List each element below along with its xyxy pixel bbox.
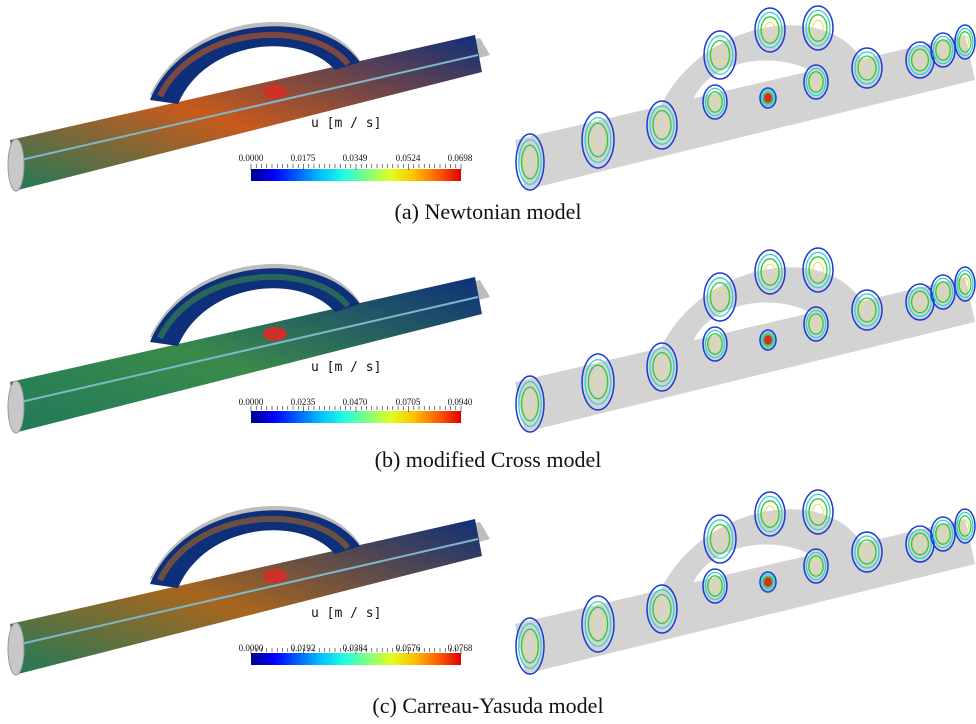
contour-ring [702, 84, 728, 120]
stenosis-contour-core [764, 335, 772, 345]
contour-ring [702, 568, 728, 604]
colorbar-tick: 0.0000 [238, 397, 264, 407]
vessel-body [515, 519, 975, 674]
contour-ring [851, 289, 883, 331]
caption: (a) Newtonian model [394, 199, 582, 224]
stenosis-hotspot [263, 85, 287, 99]
contour-ring [515, 617, 545, 675]
slice-line [11, 538, 479, 647]
contour-ring [803, 306, 829, 342]
stenosis-hotspot [263, 327, 287, 341]
vessel-body [515, 277, 975, 432]
bypass-jet [157, 515, 351, 582]
velocity-field [10, 277, 482, 432]
colorbar-label: u [m / s] [311, 360, 382, 375]
contour-ring [581, 353, 615, 411]
colorbar [251, 169, 461, 181]
colorbar-label: u [m / s] [311, 116, 382, 131]
velocity-field-3d [7, 5, 976, 192]
left-vessel-render [7, 505, 490, 676]
contour-ring [646, 342, 678, 392]
bypass-field [150, 268, 360, 346]
stenosis-contour-core [764, 577, 772, 587]
contour-ring [581, 595, 615, 653]
colorbar-label: u [m / s] [311, 606, 382, 621]
colorbar-tick: 0.0000 [238, 153, 264, 163]
colorbar-tick: 0.0175 [290, 153, 316, 163]
slice-line [11, 54, 479, 163]
velocity-field [10, 35, 482, 190]
vessel-body [515, 35, 975, 190]
panel-b: u [m / s] 0.0000 0.0235 0.0470 0.0705 0.… [0, 242, 976, 482]
stenosis-contour-core [764, 93, 772, 103]
left-vessel-render [7, 263, 490, 434]
right-vessel-render [515, 489, 976, 675]
contour-ring [646, 584, 678, 634]
colorbar-tick: 0.0705 [395, 397, 421, 407]
colorbar-tick: 0.0940 [447, 397, 473, 407]
inlet-cap [7, 380, 25, 434]
colorbar-tick: 0.0576 [395, 643, 421, 653]
slice-line [11, 296, 479, 405]
contour-ring [702, 326, 728, 362]
inlet-cap [7, 622, 25, 676]
colorbar [251, 653, 461, 665]
bypass-jet [157, 31, 351, 98]
contour-ring [930, 32, 956, 68]
caption: (b) modified Cross model [374, 447, 602, 472]
bypass-field [150, 510, 360, 588]
velocity-field [10, 519, 482, 674]
colorbar-tick: 0.0768 [447, 643, 473, 653]
colorbar-minor-ticks [250, 406, 462, 412]
contour-ring [851, 47, 883, 89]
right-vessel-render [515, 247, 976, 433]
contour-ring [803, 64, 829, 100]
bypass-jet [157, 273, 351, 340]
left-vessel-render [7, 21, 490, 192]
contour-ring [954, 24, 976, 60]
contour-ring [581, 111, 615, 169]
contour-ring [802, 489, 834, 535]
colorbar-tick: 0.0349 [342, 153, 368, 163]
colorbar-minor-ticks [250, 648, 462, 654]
contour-ring [515, 375, 545, 433]
colorbar-minor-ticks [250, 164, 462, 170]
contour-ring [703, 272, 737, 322]
velocity-field-3d [7, 489, 976, 676]
colorbar [251, 411, 461, 423]
right-vessel-render [515, 5, 976, 191]
contour-ring [802, 247, 834, 293]
contour-ring [703, 30, 737, 80]
contour-ring [851, 531, 883, 573]
velocity-field-3d [7, 247, 976, 434]
contour-ring [954, 508, 976, 544]
panel-a: u [m / s] 0.0000 0.0175 0.0349 0.0524 0.… [0, 0, 976, 240]
contour-ring [803, 548, 829, 584]
colorbar-tick: 0.0235 [290, 397, 316, 407]
contour-ring [754, 491, 786, 537]
colorbar-tick: 0.0524 [395, 153, 421, 163]
contour-ring [930, 516, 956, 552]
bypass-field [150, 26, 360, 104]
contour-ring [646, 100, 678, 150]
contour-ring [754, 249, 786, 295]
stenosis-hotspot [263, 569, 287, 583]
contour-ring [954, 266, 976, 302]
inlet-cap [7, 138, 25, 192]
colorbar-tick: 0.0698 [447, 153, 473, 163]
caption: (c) Carreau-Yasuda model [372, 693, 604, 718]
colorbar-tick: 0.0192 [290, 643, 316, 653]
colorbar-tick: 0.0470 [342, 397, 368, 407]
contour-ring [802, 5, 834, 51]
contour-ring [754, 7, 786, 53]
colorbar-tick: 0.0384 [342, 643, 368, 653]
colorbar-tick: 0.0000 [238, 643, 264, 653]
panel-c: u [m / s] 0.0000 0.0192 0.0384 0.0576 0.… [0, 484, 976, 724]
contour-ring [515, 133, 545, 191]
contour-ring [930, 274, 956, 310]
contour-ring [703, 514, 737, 564]
